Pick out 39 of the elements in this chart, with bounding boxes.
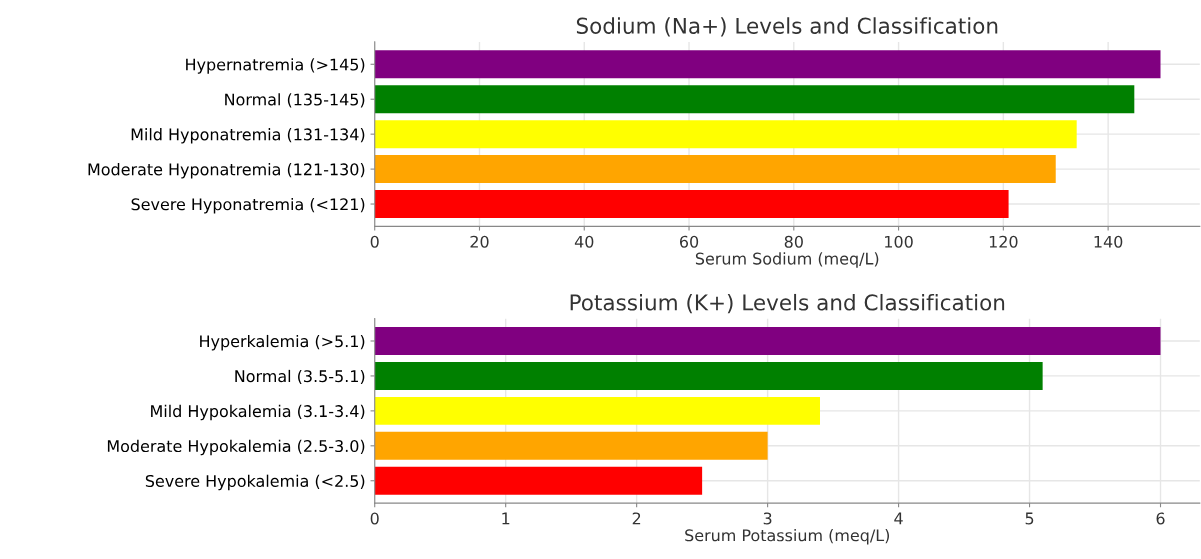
y-tick-label: Moderate Hypokalemia (2.5-3.0) [107,439,365,456]
x-tick-label: 60 [679,235,699,248]
y-tick-label: Hyperkalemia (>5.1) [200,334,365,351]
x-tick-label: 80 [784,235,803,248]
y-tick-label: Normal (135-145) [225,93,365,108]
bar [374,155,1056,184]
x-tick-label: 100 [885,235,913,248]
bar [374,190,1009,219]
x-tick-label: 140 [1094,235,1123,248]
y-tick-label: Moderate Hyponatremia (121-130) [88,163,365,179]
x-axis-title: Serum Potassium (meq/L) [685,528,890,545]
chart-title: Potassium (K+) Levels and Classification [570,293,1005,314]
x-tick-label: 20 [470,235,489,248]
chart-title: Sodium (Na+) Levels and Classification [576,17,998,37]
bar [374,327,1161,355]
bar [374,361,1043,390]
y-tick-label: Mild Hyponatremia (131-134) [131,128,365,144]
x-tick-label: 5 [1025,512,1034,525]
bar [374,85,1135,114]
y-tick-label: Hypernatremia (>145) [186,58,365,74]
y-tick-label: Severe Hyponatremia (<121) [131,197,365,214]
bar [374,50,1161,79]
x-tick-label: 1 [502,512,510,525]
bar [374,431,768,460]
x-tick-label: 4 [894,512,903,525]
bar [374,466,703,495]
x-axis-title: Serum Sodium (meq/L) [695,252,879,268]
x-tick-label: 2 [632,512,641,525]
y-tick-label: Severe Hypokalemia (<2.5) [145,474,365,491]
x-tick-label: 0 [370,235,379,248]
x-tick-label: 6 [1156,512,1165,525]
x-tick-label: 0 [370,512,379,525]
bar [374,396,820,425]
bar [374,120,1077,149]
x-tick-label: 3 [763,512,772,525]
y-tick-label: Normal (3.5-5.1) [235,369,365,385]
y-tick-label: Mild Hypokalemia (3.1-3.4) [151,404,365,421]
x-tick-label: 120 [989,235,1018,248]
x-tick-label: 40 [574,235,594,248]
